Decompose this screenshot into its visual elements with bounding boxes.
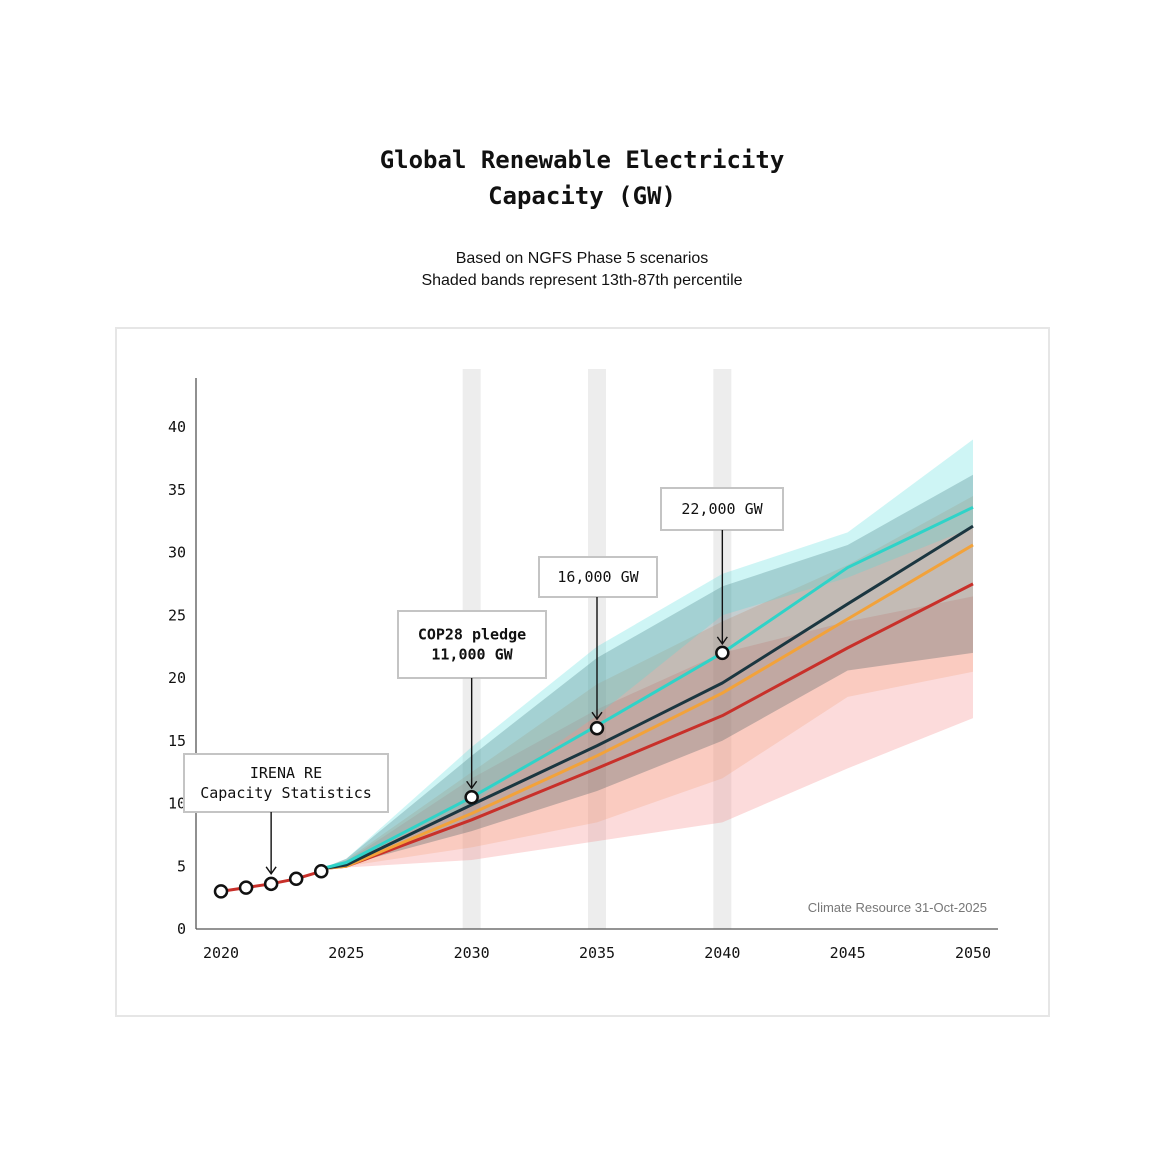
x-tick-label: 2050 <box>955 944 991 962</box>
series-band-0 <box>321 439 973 869</box>
chart-frame <box>115 327 1050 1017</box>
chart-title: Global Renewable Electricity Capacity (G… <box>0 142 1164 214</box>
annotation-arrow-head <box>591 711 603 721</box>
annotation-3: 22,000 GW <box>660 487 784 646</box>
x-tick-label: 2040 <box>704 944 740 962</box>
chart-title-line-2: Capacity (GW) <box>488 182 676 210</box>
y-tick-label: 0 <box>177 920 186 938</box>
y-tick-label: 10 <box>168 795 186 813</box>
historical-point <box>213 884 229 899</box>
series-band-1 <box>321 474 973 869</box>
annotation-1: COP28 pledge 11,000 GW <box>397 610 547 790</box>
x-tick-label: 2035 <box>579 944 615 962</box>
annotation-text: Capacity Statistics <box>200 784 372 802</box>
annotation-2: 16,000 GW <box>538 556 658 721</box>
annotation-box <box>660 487 784 531</box>
x-tick-label: 2020 <box>203 944 239 962</box>
credit-text: Climate Resource 31-Oct-2025 <box>808 900 987 915</box>
milestone-point <box>715 645 730 661</box>
x-tick-label: 2025 <box>328 944 364 962</box>
annotation-text: 22,000 GW <box>681 500 763 518</box>
historical-point <box>314 864 329 879</box>
series-line-1 <box>321 524 974 871</box>
chart-title-line-1: Global Renewable Electricity <box>379 146 785 174</box>
milestone-point <box>589 720 605 736</box>
y-tick-label: 40 <box>168 418 186 436</box>
milestone-point <box>464 789 479 805</box>
y-tick-label: 5 <box>177 857 186 875</box>
x-tick-label: 2030 <box>454 944 490 962</box>
chart-subtitle-line-1: Based on NGFS Phase 5 scenarios <box>455 250 709 267</box>
y-tick-label: 25 <box>168 606 186 624</box>
annotation-text: IRENA RE <box>250 764 322 782</box>
annotation-box <box>397 610 547 679</box>
y-tick-label: 15 <box>168 732 186 750</box>
annotation-box <box>183 753 389 813</box>
annotation-text: 11,000 GW <box>431 646 513 664</box>
annotation-arrow-head <box>265 866 277 876</box>
y-tick-label: 30 <box>168 544 186 562</box>
chart-subtitle-line-2: Shaded bands represent 13th-87th percent… <box>421 272 743 289</box>
annotation-box <box>538 556 658 598</box>
y-tick-label: 20 <box>168 669 186 687</box>
annotation-arrow-head <box>466 780 478 790</box>
y-tick-label: 35 <box>168 481 186 499</box>
annotation-arrow-head <box>716 636 728 646</box>
annotation-text: COP28 pledge <box>418 626 526 644</box>
historical-point <box>238 880 254 895</box>
annotation-text: 16,000 GW <box>557 568 639 586</box>
series-band-3 <box>321 596 973 869</box>
historical-point <box>263 876 279 892</box>
chart-subtitle: Based on NGFS Phase 5 scenarios Shaded b… <box>0 248 1164 292</box>
series-band-2 <box>321 496 973 869</box>
historical-point <box>288 871 304 887</box>
x-tick-label: 2045 <box>830 944 866 962</box>
annotation-0: IRENA RE Capacity Statistics <box>183 753 389 876</box>
